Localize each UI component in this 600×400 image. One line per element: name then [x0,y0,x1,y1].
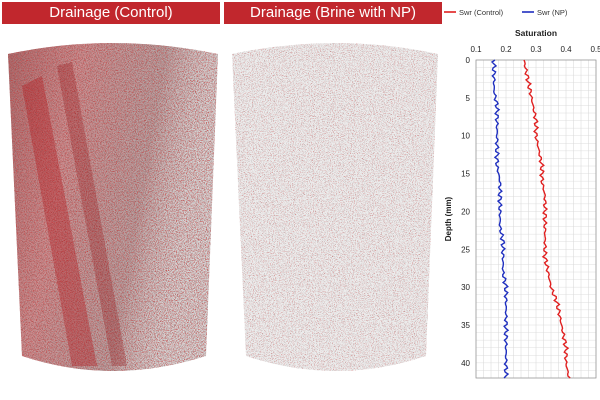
y-axis-label: Depth (mm) [444,196,453,241]
y-tick-label: 0 [466,56,471,65]
x-tick-label: 0.3 [530,45,542,54]
legend-label: Swr (Control) [459,8,504,17]
chart-title: Saturation [515,28,557,38]
y-tick-label: 30 [461,283,470,292]
y-tick-label: 10 [461,132,470,141]
y-tick-label: 25 [461,245,470,254]
x-tick-label: 0.5 [590,45,600,54]
y-tick-label: 35 [461,321,470,330]
chart-series [490,59,571,379]
legend-label: Swr (NP) [537,8,568,17]
series-line-control [523,59,571,379]
series-line-np [490,59,510,379]
x-tick-labels: 0.1 0.2 0.3 0.4 0.5 [470,45,600,54]
plot-frame [475,59,597,379]
right-panel-title: Drainage (Brine with NP) [224,2,442,24]
chart-legend: Swr (Control) Swr (NP) [444,8,568,17]
y-tick-label: 5 [466,94,471,103]
chart-grid [475,59,597,379]
x-tick-label: 0.1 [470,45,482,54]
y-tick-labels: 0 5 10 15 20 25 30 35 40 [461,56,470,368]
y-tick-label: 15 [461,170,470,179]
np-core-image [232,43,438,371]
saturation-chart: 0.1 0.2 0.3 0.4 0.5 0 5 10 15 20 25 30 35 40 Swr (Co… [444,8,600,379]
control-core-image [8,43,218,371]
x-tick-label: 0.2 [500,45,512,54]
x-tick-label: 0.4 [560,45,572,54]
y-tick-label: 20 [461,207,470,216]
y-tick-label: 40 [461,359,470,368]
left-panel-title: Drainage (Control) [2,2,220,24]
